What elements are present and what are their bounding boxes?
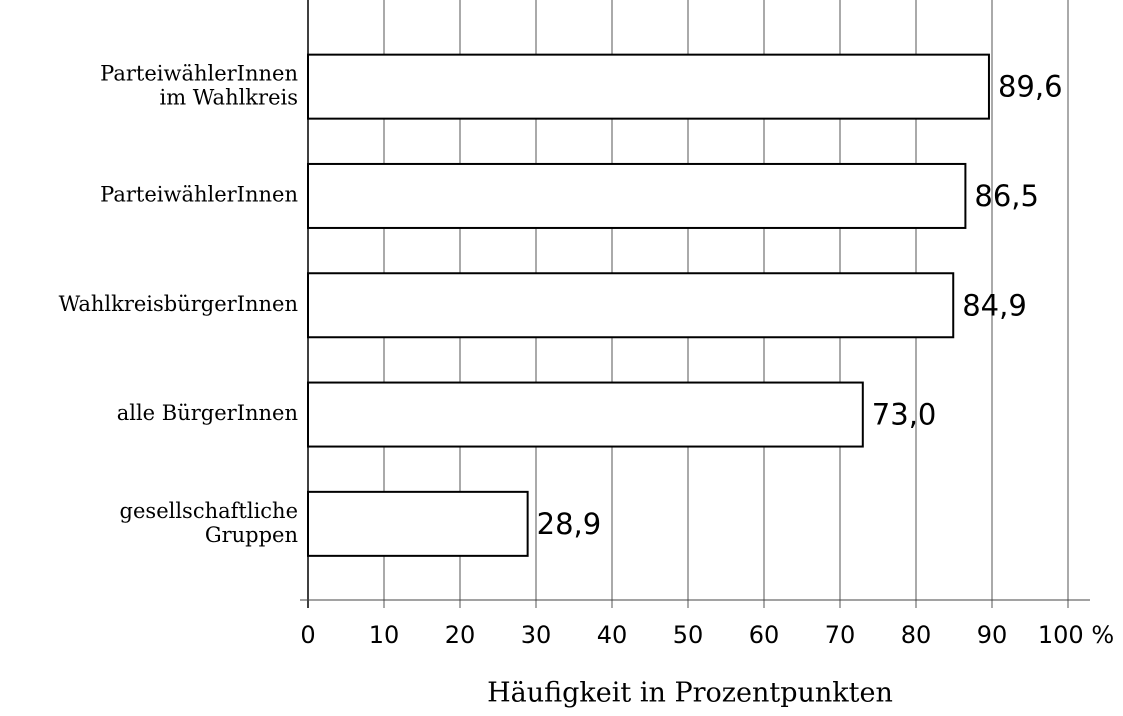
x-tick-label: 60 xyxy=(749,621,780,649)
x-tick-label: 40 xyxy=(597,621,628,649)
y-tick-label: ParteiwählerInnen xyxy=(100,182,298,206)
x-tick-label: 70 xyxy=(825,621,856,649)
x-tick-label: 90 xyxy=(977,621,1008,649)
value-label: 86,5 xyxy=(974,179,1039,213)
x-axis-title: Häufigkeit in Prozentpunkten xyxy=(487,678,893,709)
bar xyxy=(307,53,990,120)
bar xyxy=(307,381,864,448)
x-tick-label: 30 xyxy=(521,621,552,649)
bar xyxy=(307,490,529,557)
x-tick-label: 20 xyxy=(445,621,476,649)
bar xyxy=(307,272,955,339)
x-tick-label: 0 xyxy=(300,621,315,649)
x-tick-label: 50 xyxy=(673,621,704,649)
value-label: 89,6 xyxy=(998,70,1063,104)
x-tick-label: 80 xyxy=(901,621,932,649)
x-tick-label: 100 % xyxy=(1038,621,1114,649)
bar xyxy=(307,162,967,229)
value-label: 84,9 xyxy=(962,288,1027,322)
x-tick-label: 10 xyxy=(369,621,400,649)
value-label: 28,9 xyxy=(537,507,602,541)
y-tick-label: gesellschaftliche Gruppen xyxy=(120,498,298,546)
y-tick-label: ParteiwählerInnen im Wahlkreis xyxy=(100,61,298,109)
y-tick-label: WahlkreisbürgerInnen xyxy=(59,292,298,316)
value-label: 73,0 xyxy=(872,398,937,432)
y-tick-label: alle BürgerInnen xyxy=(117,401,298,425)
